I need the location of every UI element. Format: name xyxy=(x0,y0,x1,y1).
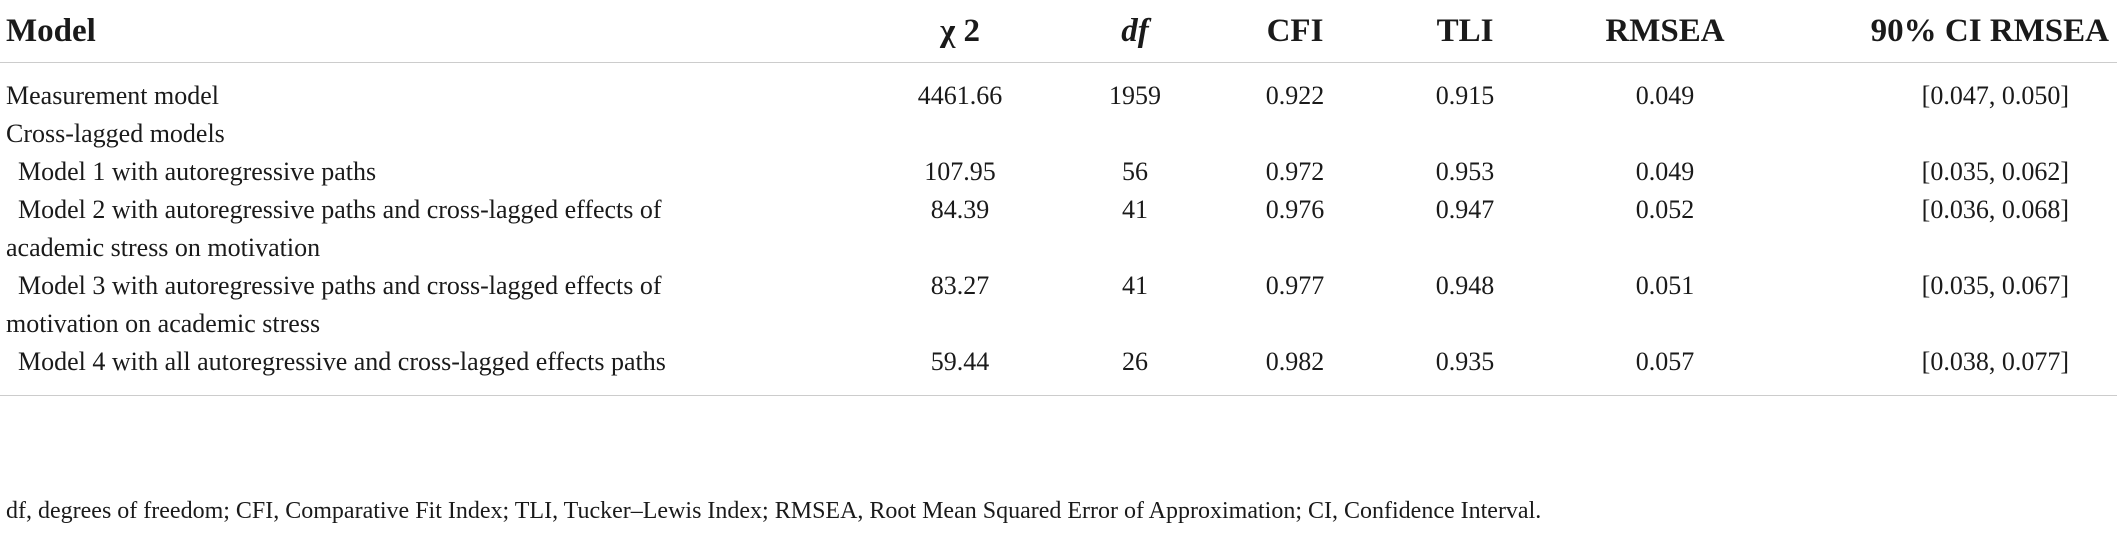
cell-rmsea: 0.052 xyxy=(1635,195,1695,224)
cell-rmsea xyxy=(1550,115,1780,153)
cell-tli: 0.953 xyxy=(1435,157,1495,186)
cell-df: 41 xyxy=(1122,195,1148,224)
cell-cfi: 0.922 xyxy=(1265,81,1325,110)
row-model: Model 1 with autoregressive paths xyxy=(0,153,860,191)
cell-cfi: 0.977 xyxy=(1265,271,1325,300)
cell-chi-square: 83.27 xyxy=(930,271,990,300)
cell-cfi: 0.982 xyxy=(1210,343,1380,396)
cell-tli: 0.947 xyxy=(1435,195,1495,224)
table-row: Model 2 with autoregressive paths and cr… xyxy=(0,191,2117,267)
cell-ci: [0.036, 0.068] xyxy=(1921,195,2069,224)
cell-rmsea: 0.051 xyxy=(1635,271,1695,300)
model-text: Model 1 with autoregressive paths xyxy=(18,157,377,186)
cell-tli xyxy=(1380,115,1550,153)
header-model: Model xyxy=(0,0,860,63)
table-row: Model 4 with all autoregressive and cros… xyxy=(0,343,2117,396)
row-model: Model 3 with autoregressive paths and cr… xyxy=(0,267,860,343)
model-text-line1: Model 3 with autoregressive paths and cr… xyxy=(18,271,662,300)
header-rmsea: RMSEA xyxy=(1550,0,1780,63)
cell-ci: [0.035, 0.062] xyxy=(1921,157,2069,186)
header-cfi: CFI xyxy=(1210,0,1380,63)
header-row: Model χ 2 df CFI TLI RMSEA 90% CI RMSEA xyxy=(0,0,2117,63)
header-chi-square: χ 2 xyxy=(860,0,1060,63)
row-model: Model 2 with autoregressive paths and cr… xyxy=(0,191,860,267)
cell-df: 1959 xyxy=(1109,81,1161,110)
table-row: Cross-lagged models xyxy=(0,115,2117,153)
header-tli: TLI xyxy=(1380,0,1550,63)
model-group-label: Cross-lagged models xyxy=(6,119,225,148)
model-text-line2: motivation on academic stress xyxy=(6,309,321,338)
table-row: Model 3 with autoregressive paths and cr… xyxy=(0,267,2117,343)
model-text-line1: Model 2 with autoregressive paths and cr… xyxy=(18,195,662,224)
cell-df: 26 xyxy=(1060,343,1210,396)
model-fit-table: Model χ 2 df CFI TLI RMSEA 90% CI RMSEA … xyxy=(0,0,2117,396)
cell-cfi: 0.976 xyxy=(1265,195,1325,224)
model-text: Measurement model xyxy=(6,81,219,110)
cell-chi-square xyxy=(860,115,1060,153)
cell-ci xyxy=(1780,115,2117,153)
cell-ci: [0.047, 0.050] xyxy=(1921,81,2069,110)
cell-chi-square: 59.44 xyxy=(860,343,1060,396)
row-model: Model 4 with all autoregressive and cros… xyxy=(0,343,860,396)
cell-cfi: 0.972 xyxy=(1265,157,1325,186)
table-footnote: df, degrees of freedom; CFI, Comparative… xyxy=(6,498,1542,524)
row-model: Cross-lagged models xyxy=(0,115,860,153)
cell-rmsea: 0.049 xyxy=(1635,81,1695,110)
cell-df xyxy=(1060,115,1210,153)
header-df: df xyxy=(1060,0,1210,63)
cell-rmsea: 0.049 xyxy=(1635,157,1695,186)
table-row: Measurement model 4461.66 1959 0.922 0.9… xyxy=(0,77,2117,115)
cell-df: 41 xyxy=(1122,271,1148,300)
cell-rmsea: 0.057 xyxy=(1550,343,1780,396)
cell-cfi xyxy=(1210,115,1380,153)
row-model: Measurement model xyxy=(0,77,860,115)
cell-tli: 0.935 xyxy=(1380,343,1550,396)
cell-tli: 0.915 xyxy=(1435,81,1495,110)
cell-chi-square: 84.39 xyxy=(930,195,990,224)
cell-ci: [0.038, 0.077] xyxy=(1780,343,2117,396)
header-ci-rmsea: 90% CI RMSEA xyxy=(1780,0,2117,63)
cell-df: 56 xyxy=(1122,157,1148,186)
cell-ci: [0.035, 0.067] xyxy=(1921,271,2069,300)
cell-chi-square: 107.95 xyxy=(924,157,996,186)
model-text: Model 4 with all autoregressive and cros… xyxy=(18,347,666,376)
table-row: Model 1 with autoregressive paths 107.95… xyxy=(0,153,2117,191)
model-text-line2: academic stress on motivation xyxy=(6,233,321,262)
cell-tli: 0.948 xyxy=(1435,271,1495,300)
cell-chi-square: 4461.66 xyxy=(917,81,1003,110)
spacer-row xyxy=(0,63,2117,78)
